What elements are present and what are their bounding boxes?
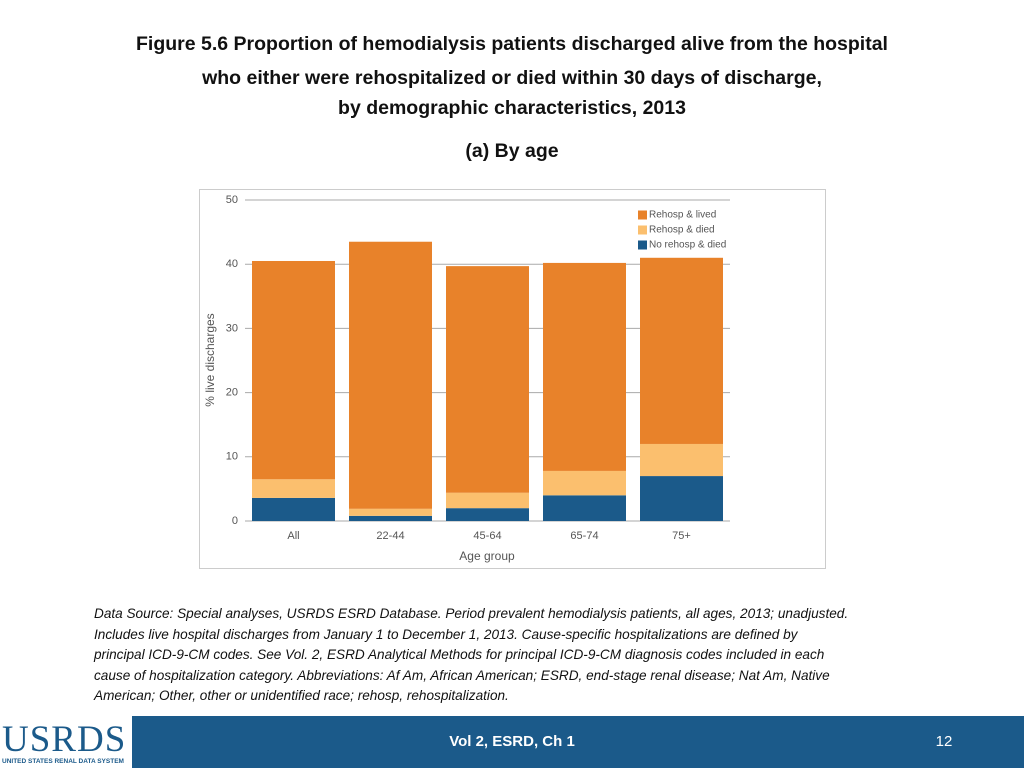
footer-section: Vol 2, ESRD, Ch 1 xyxy=(449,733,575,750)
y-tick-label: 0 xyxy=(232,515,238,527)
title-line: who either were rehospitalized or died w… xyxy=(202,67,822,89)
x-tick-label: All xyxy=(287,530,299,542)
footnote-line: cause of hospitalization category. Abbre… xyxy=(94,668,830,683)
x-tick-label: 65-74 xyxy=(570,530,598,542)
bar-segment xyxy=(640,257,723,444)
y-axis-label: % live discharges xyxy=(203,313,217,406)
legend-swatch xyxy=(638,210,647,220)
y-tick-label: 20 xyxy=(226,387,238,399)
footnote-line: Includes live hospital discharges from J… xyxy=(94,627,798,642)
chart: % live discharges Age group 0 10 20 30 40 50 A… xyxy=(199,189,826,569)
logo-box: USRDS UNITED STATES RENAL DATA SYSTEM xyxy=(0,712,132,768)
y-tick-label: 30 xyxy=(226,322,238,334)
title-line: by demographic characteristics, 2013 xyxy=(338,97,686,119)
bar-segment xyxy=(349,508,432,516)
legend-label: Rehosp & lived xyxy=(649,210,716,221)
x-axis-label: Age group xyxy=(459,549,515,563)
x-tick-label: 22-44 xyxy=(376,530,404,542)
bar-segment xyxy=(446,266,529,493)
bar-segment xyxy=(640,443,723,477)
footnote-line: Data Source: Special analyses, USRDS ESR… xyxy=(94,606,849,621)
footnote-line: principal ICD-9-CM codes. See Vol. 2, ES… xyxy=(94,647,825,662)
bar-segment xyxy=(252,497,335,521)
bar-segment xyxy=(446,492,529,509)
logo-subtitle: UNITED STATES RENAL DATA SYSTEM xyxy=(2,758,124,765)
bar-segment xyxy=(543,470,626,496)
legend-label: No rehosp & died xyxy=(649,240,726,251)
bar-segment xyxy=(446,508,529,521)
bar-segment xyxy=(543,495,626,521)
legend-swatch xyxy=(638,240,647,250)
logo: USRDS xyxy=(2,719,127,760)
bar-segment xyxy=(543,262,626,471)
legend-swatch xyxy=(638,225,647,235)
y-tick-label: 50 xyxy=(226,194,238,206)
subtitle: (a) By age xyxy=(465,140,559,162)
bar-segment xyxy=(252,479,335,498)
x-tick-label: 45-64 xyxy=(473,530,501,542)
legend-label: Rehosp & died xyxy=(649,225,715,236)
page-number: 12 xyxy=(935,733,953,750)
bar-segment xyxy=(640,476,723,521)
footnote-line: American; Other, other or unidentified r… xyxy=(94,688,509,703)
y-tick-label: 10 xyxy=(226,451,238,463)
title-line: Figure 5.6 Proportion of hemodialysis pa… xyxy=(136,33,888,55)
footer-bar xyxy=(0,716,1024,768)
x-tick-label: 75+ xyxy=(672,530,691,542)
y-tick-label: 40 xyxy=(226,258,238,270)
bar-segment xyxy=(349,241,432,509)
bar-segment xyxy=(252,260,335,480)
bar-segment xyxy=(349,515,432,521)
